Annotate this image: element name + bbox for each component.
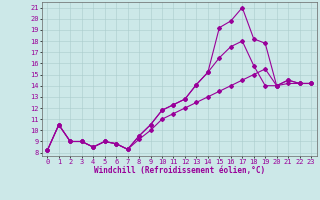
X-axis label: Windchill (Refroidissement éolien,°C): Windchill (Refroidissement éolien,°C): [94, 166, 265, 175]
